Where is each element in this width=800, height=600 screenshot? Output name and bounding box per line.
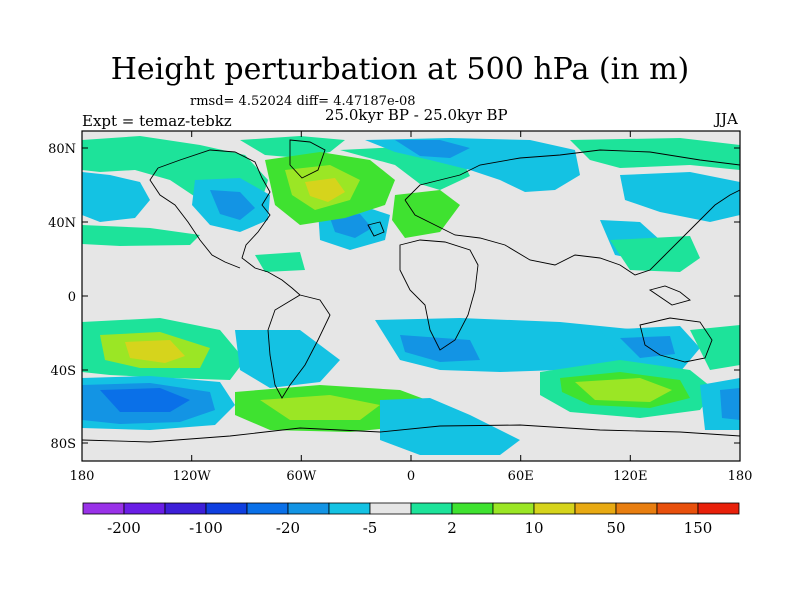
colorbar-label: -5 xyxy=(363,519,378,537)
south-america xyxy=(267,294,331,399)
contour-caribbean-green xyxy=(255,252,305,272)
experiment-label: Expt = temaz-tebkz xyxy=(82,112,232,130)
lat-label-40s: 40S xyxy=(51,364,76,379)
colorbar-swatch xyxy=(533,502,576,515)
lon-label-60e: 60E xyxy=(508,469,534,484)
eurasia-south xyxy=(404,189,740,276)
australia xyxy=(639,317,713,363)
colorbar-swatch xyxy=(369,502,412,515)
contour-tasman-green xyxy=(690,325,740,370)
colorbar-swatch xyxy=(492,502,535,515)
colorbar-swatch xyxy=(246,502,289,515)
contour-arctic-blue xyxy=(395,140,470,158)
colorbar-label: 150 xyxy=(684,519,713,537)
lon-label-60w: 60W xyxy=(286,469,317,484)
colorbar-label: 50 xyxy=(606,519,625,537)
colorbar-label: 10 xyxy=(524,519,543,537)
contour-southern-indian-lime xyxy=(575,378,672,402)
contour-europe-green xyxy=(392,190,460,238)
axis-ticks xyxy=(81,131,741,461)
north-america-west-coast xyxy=(149,167,241,269)
colorbar-swatch xyxy=(451,502,494,515)
contour-south-atlantic-high-lime xyxy=(260,395,380,420)
contour-atlantic-high-yellow xyxy=(305,178,345,202)
colorbar-label: -20 xyxy=(276,519,300,537)
lat-label-80s: 80S xyxy=(51,437,76,452)
contour-south-america-cyan xyxy=(235,330,340,388)
period-text: 25.0kyr BP - 25.0kyr BP xyxy=(325,106,508,124)
lon-label-120w: 120W xyxy=(173,469,212,484)
colorbar-swatch xyxy=(287,502,330,515)
season-label: JJA xyxy=(715,110,738,128)
coastlines xyxy=(82,139,740,443)
maritime-continent xyxy=(648,285,691,306)
colorbar-label: -200 xyxy=(107,519,141,537)
lon-label-180w: 180 xyxy=(70,469,95,484)
contour-atlantic-blue xyxy=(330,214,372,238)
contour-field xyxy=(82,131,740,461)
greenland xyxy=(289,139,326,179)
colorbar-swatch xyxy=(697,502,740,515)
colorbar-swatch xyxy=(82,502,125,515)
colorbar-swatch xyxy=(615,502,658,515)
contour-southeast-blue xyxy=(720,388,740,420)
lon-label-0: 0 xyxy=(407,469,415,484)
lon-label-180e: 180 xyxy=(728,469,753,484)
chart-title: Height perturbation at 500 hPa (in m) xyxy=(110,52,690,87)
contour-west-pacific-cyan xyxy=(82,172,150,222)
colorbar-label: 2 xyxy=(447,519,457,537)
lon-label-120e: 120E xyxy=(613,469,647,484)
stats-text: rmsd= 4.52024 diff= 4.47187e-08 xyxy=(190,94,416,109)
antarctica-coast xyxy=(82,424,740,443)
lat-label-40n: 40N xyxy=(48,216,76,231)
colorbar-swatch xyxy=(164,502,207,515)
contour-southern-ocean-cyan xyxy=(380,398,520,455)
contour-south-pacific-yellow xyxy=(125,340,185,363)
lat-label-80n: 80N xyxy=(48,142,76,157)
eurasia-north xyxy=(404,149,740,201)
africa xyxy=(399,239,479,351)
iberia xyxy=(367,221,385,237)
contour-south-pacific-low-deepblue xyxy=(100,388,190,412)
contour-north-america-blue xyxy=(210,190,255,220)
lat-label-0: 0 xyxy=(68,290,76,305)
colorbar-swatch xyxy=(656,502,699,515)
contour-pacific-green-band xyxy=(82,225,200,246)
colorbar-swatch xyxy=(410,502,453,515)
contour-siberia-green xyxy=(570,138,740,170)
colorbar-swatch xyxy=(328,502,371,515)
contour-india-green xyxy=(610,236,700,272)
colorbar-label: -100 xyxy=(189,519,223,537)
colorbar: -200 -100 -20 -5 2 10 50 150 xyxy=(82,502,740,537)
colorbar-swatch xyxy=(574,502,617,515)
colorbar-swatch xyxy=(123,502,166,515)
contour-south-atlantic-blue xyxy=(400,335,480,362)
north-america-coast xyxy=(157,149,301,296)
colorbar-swatch xyxy=(205,502,248,515)
